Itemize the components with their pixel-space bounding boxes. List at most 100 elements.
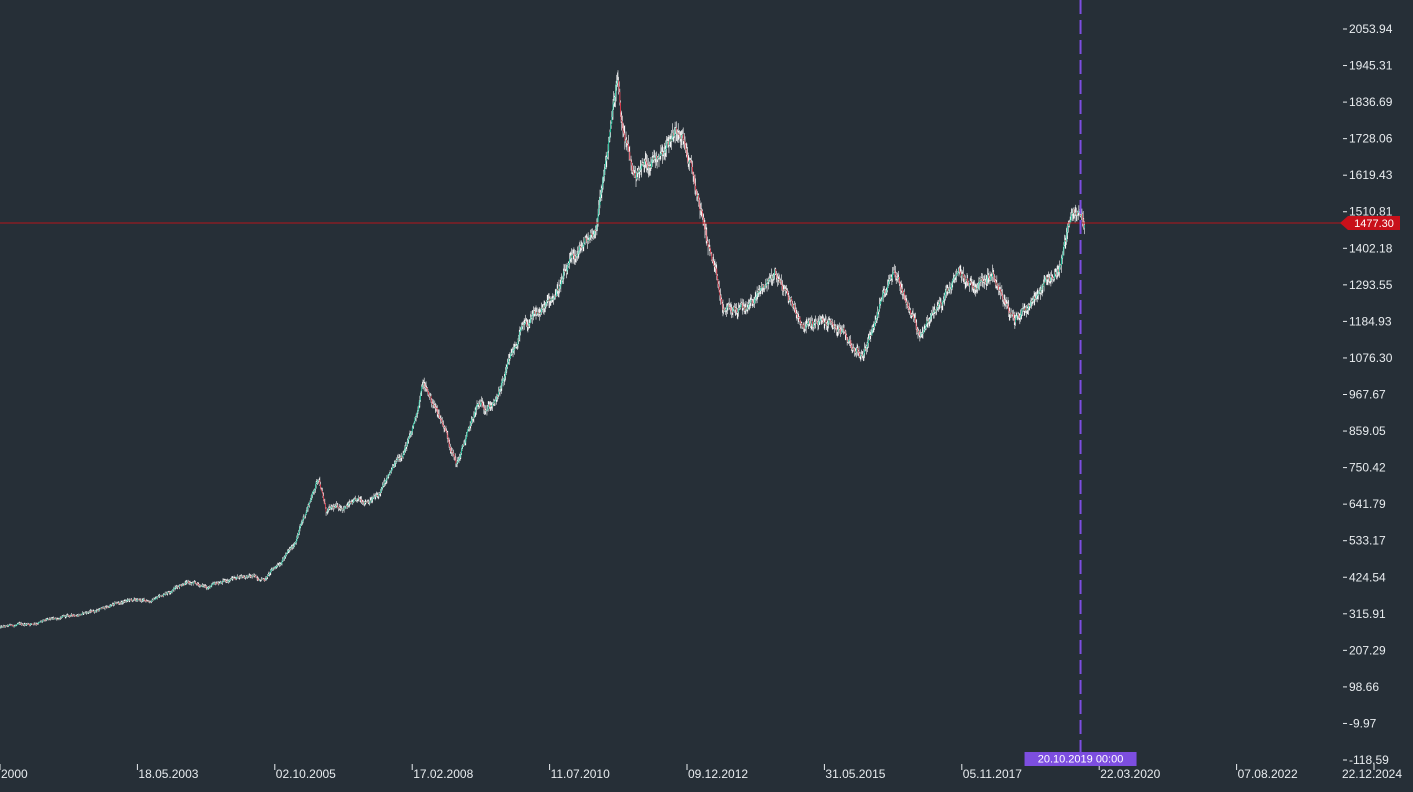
candle-body [1001, 291, 1003, 295]
candle-body [272, 568, 274, 570]
candle-body [480, 401, 482, 403]
candle-body [423, 383, 425, 388]
candle-body [384, 481, 386, 483]
candle-body [851, 347, 853, 349]
candle-body [1059, 264, 1061, 268]
candle-body [227, 580, 229, 582]
candle-body [442, 425, 444, 427]
candle-body [954, 276, 956, 279]
candle-body [342, 509, 344, 511]
candle-body [1026, 308, 1028, 311]
candle-body [561, 279, 563, 281]
candle-body [962, 273, 964, 276]
candle-body [396, 459, 398, 461]
candle-body [801, 323, 803, 326]
candle-body [528, 322, 530, 327]
candle-body [620, 114, 622, 120]
candle-body [593, 230, 595, 235]
candle-body [677, 132, 679, 134]
candle-body [554, 295, 556, 297]
candle-body [146, 601, 148, 602]
candle-body [2, 626, 4, 627]
candle-body [796, 314, 798, 318]
candle-body [819, 319, 821, 321]
candle-body [311, 492, 313, 496]
candle-body [910, 313, 912, 316]
candle-body [23, 624, 25, 625]
candle-body [945, 289, 947, 292]
candle-body [165, 593, 167, 595]
candle-body [1006, 303, 1008, 305]
candle-body [906, 302, 908, 305]
crosshair-date-tag-box [1024, 752, 1137, 766]
price-axis[interactable]: 2053.941945.311836.691728.061619.431510.… [1343, 22, 1393, 767]
candle-body [651, 162, 653, 168]
candle-body [524, 320, 526, 324]
candle-body [966, 278, 968, 281]
candle-body [483, 407, 485, 409]
candle-body [1031, 301, 1033, 302]
candle-body [293, 544, 295, 546]
candle-body [306, 510, 308, 512]
candle-body [270, 570, 272, 573]
candle-body [450, 448, 452, 452]
candle-body [70, 615, 72, 617]
candle-body [831, 321, 833, 323]
candle-body [1011, 314, 1013, 316]
candle-body [688, 162, 690, 164]
candle-body [72, 614, 74, 616]
candle-body [829, 320, 831, 322]
candle-body [83, 612, 85, 614]
candle-body [156, 597, 158, 599]
candle-body [520, 329, 522, 331]
candle-body [501, 381, 503, 386]
candle-body [923, 329, 925, 332]
candle-body [970, 280, 972, 283]
candle-body [618, 80, 620, 87]
candle-body [563, 270, 565, 275]
candle-body [741, 303, 743, 305]
candle-body [728, 304, 730, 306]
candle-body [695, 190, 697, 191]
candle-body [82, 612, 84, 614]
candle-body [952, 279, 954, 282]
candle-body [723, 308, 725, 312]
candle-body [935, 310, 937, 313]
candle-body [160, 595, 162, 597]
candle-body [365, 501, 367, 503]
candle-body [1072, 213, 1074, 215]
candle-body [949, 288, 951, 290]
candle-body [108, 606, 110, 608]
candle-body [362, 502, 364, 504]
candle-body [77, 615, 79, 617]
candle-body [650, 165, 652, 168]
candle-body [353, 499, 355, 502]
candle-body [1013, 318, 1015, 321]
candle-body [254, 575, 256, 576]
candle-body [424, 386, 426, 388]
candle-body [998, 289, 1000, 291]
candle-body [1027, 308, 1029, 311]
time-axis[interactable]: 2000 18.05.2003 02.10.2005 17.02.2008 11.07.… [0, 764, 1402, 781]
candle-body [387, 475, 389, 478]
candle-body [483, 408, 485, 411]
candle-body [1003, 299, 1005, 301]
candle-body [724, 310, 726, 312]
candle-body [388, 474, 390, 476]
candle-body [999, 289, 1001, 291]
candle-body [771, 275, 773, 279]
candle-body [846, 337, 848, 340]
candle-body [31, 623, 33, 625]
candle-body [810, 323, 812, 327]
candle-body [703, 217, 705, 224]
candle-body [1039, 290, 1041, 292]
candle-body [598, 208, 600, 215]
candle-body [957, 269, 959, 273]
candle-body [933, 311, 935, 313]
candle-body [700, 208, 702, 211]
candle-body [526, 321, 528, 325]
candle-body [688, 160, 690, 163]
price-tag-shape [1340, 216, 1400, 231]
